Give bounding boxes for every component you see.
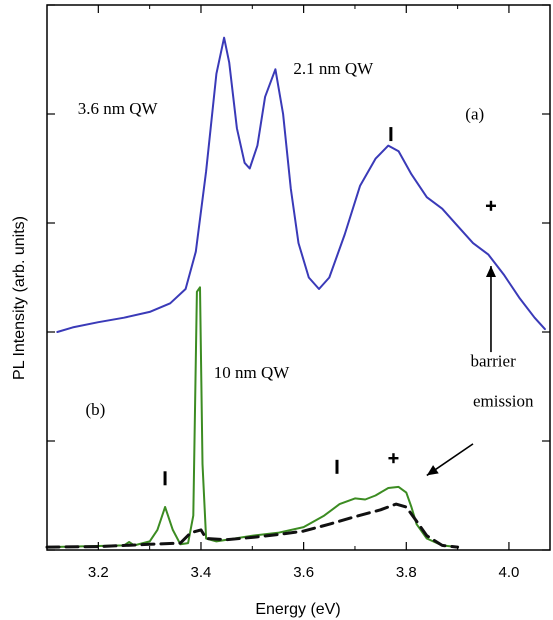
annotation-layer: 3.6 nm QW 2.1 nm QW (a) 10 nm QW barrier emis… [78,59,534,486]
plot-frame [46,4,551,551]
x-tick-label: 3.6 [293,564,314,581]
plot-area-border [46,4,551,551]
series-layer [45,36,546,549]
ticks-layer: 3.2 3.4 3.6 3.8 4.0 [46,4,550,581]
annotation-label: 3.6 nm QW [78,99,159,118]
series-line-1 [56,36,546,333]
arrow-head [426,465,439,476]
arrow-head [485,266,496,278]
annotation-label: (a) [465,105,484,124]
annotation-label: 10 nm QW [214,363,291,382]
series-line-3 [45,502,460,549]
y-axis-label: PL Intensity (arb. units) [11,216,28,380]
x-tick-label: 3.2 [88,564,109,581]
annotation-label: barrier [470,351,516,370]
x-tick-label: 3.8 [396,564,417,581]
annotation-label: 2.1 nm QW [293,59,374,78]
x-tick-label: 3.4 [191,564,212,581]
series-line-2 [46,286,459,549]
x-tick-label: 4.0 [499,564,520,581]
x-axis-label: Energy (eV) [255,601,340,618]
annotation-label: (b) [85,400,105,419]
annotation-label: emission [473,392,534,411]
